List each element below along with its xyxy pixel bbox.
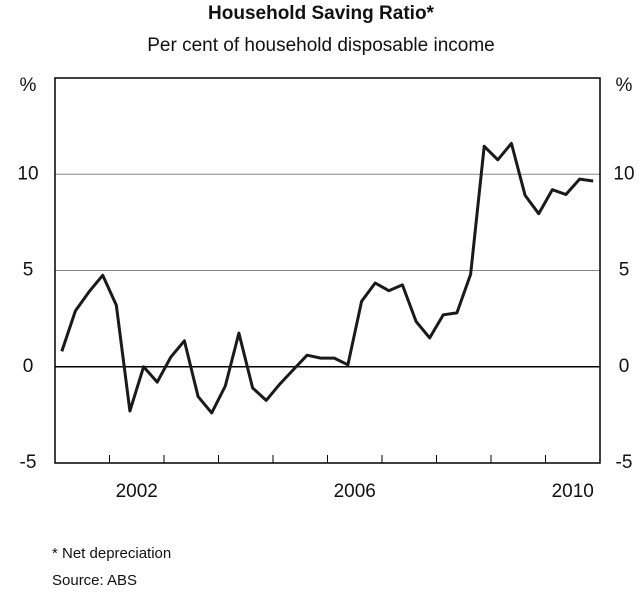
chart-subtitle: Per cent of household disposable income	[147, 35, 495, 56]
chart-title: Household Saving Ratio*	[208, 3, 435, 24]
y2-tick-label: 0	[619, 356, 630, 377]
y2-tick-label: -5	[616, 452, 633, 473]
y2-tick-label: 10	[613, 163, 634, 184]
y-tick-label: 5	[23, 260, 34, 281]
x-tick-label: 2006	[334, 481, 376, 502]
y-tick-label: -5	[20, 452, 37, 473]
x-tick-label: 2002	[116, 481, 158, 502]
y-unit-right: %	[616, 75, 633, 96]
y-tick-label: 0	[23, 356, 34, 377]
y2-tick-label: 5	[619, 260, 630, 281]
y-unit-left: %	[20, 75, 37, 96]
footnote: * Net depreciation	[52, 545, 171, 562]
line	[60, 141, 594, 415]
source: Source: ABS	[52, 572, 137, 589]
plot-frame	[54, 77, 601, 464]
x-tick-label: 2010	[552, 481, 594, 502]
y-tick-label: 10	[17, 163, 38, 184]
